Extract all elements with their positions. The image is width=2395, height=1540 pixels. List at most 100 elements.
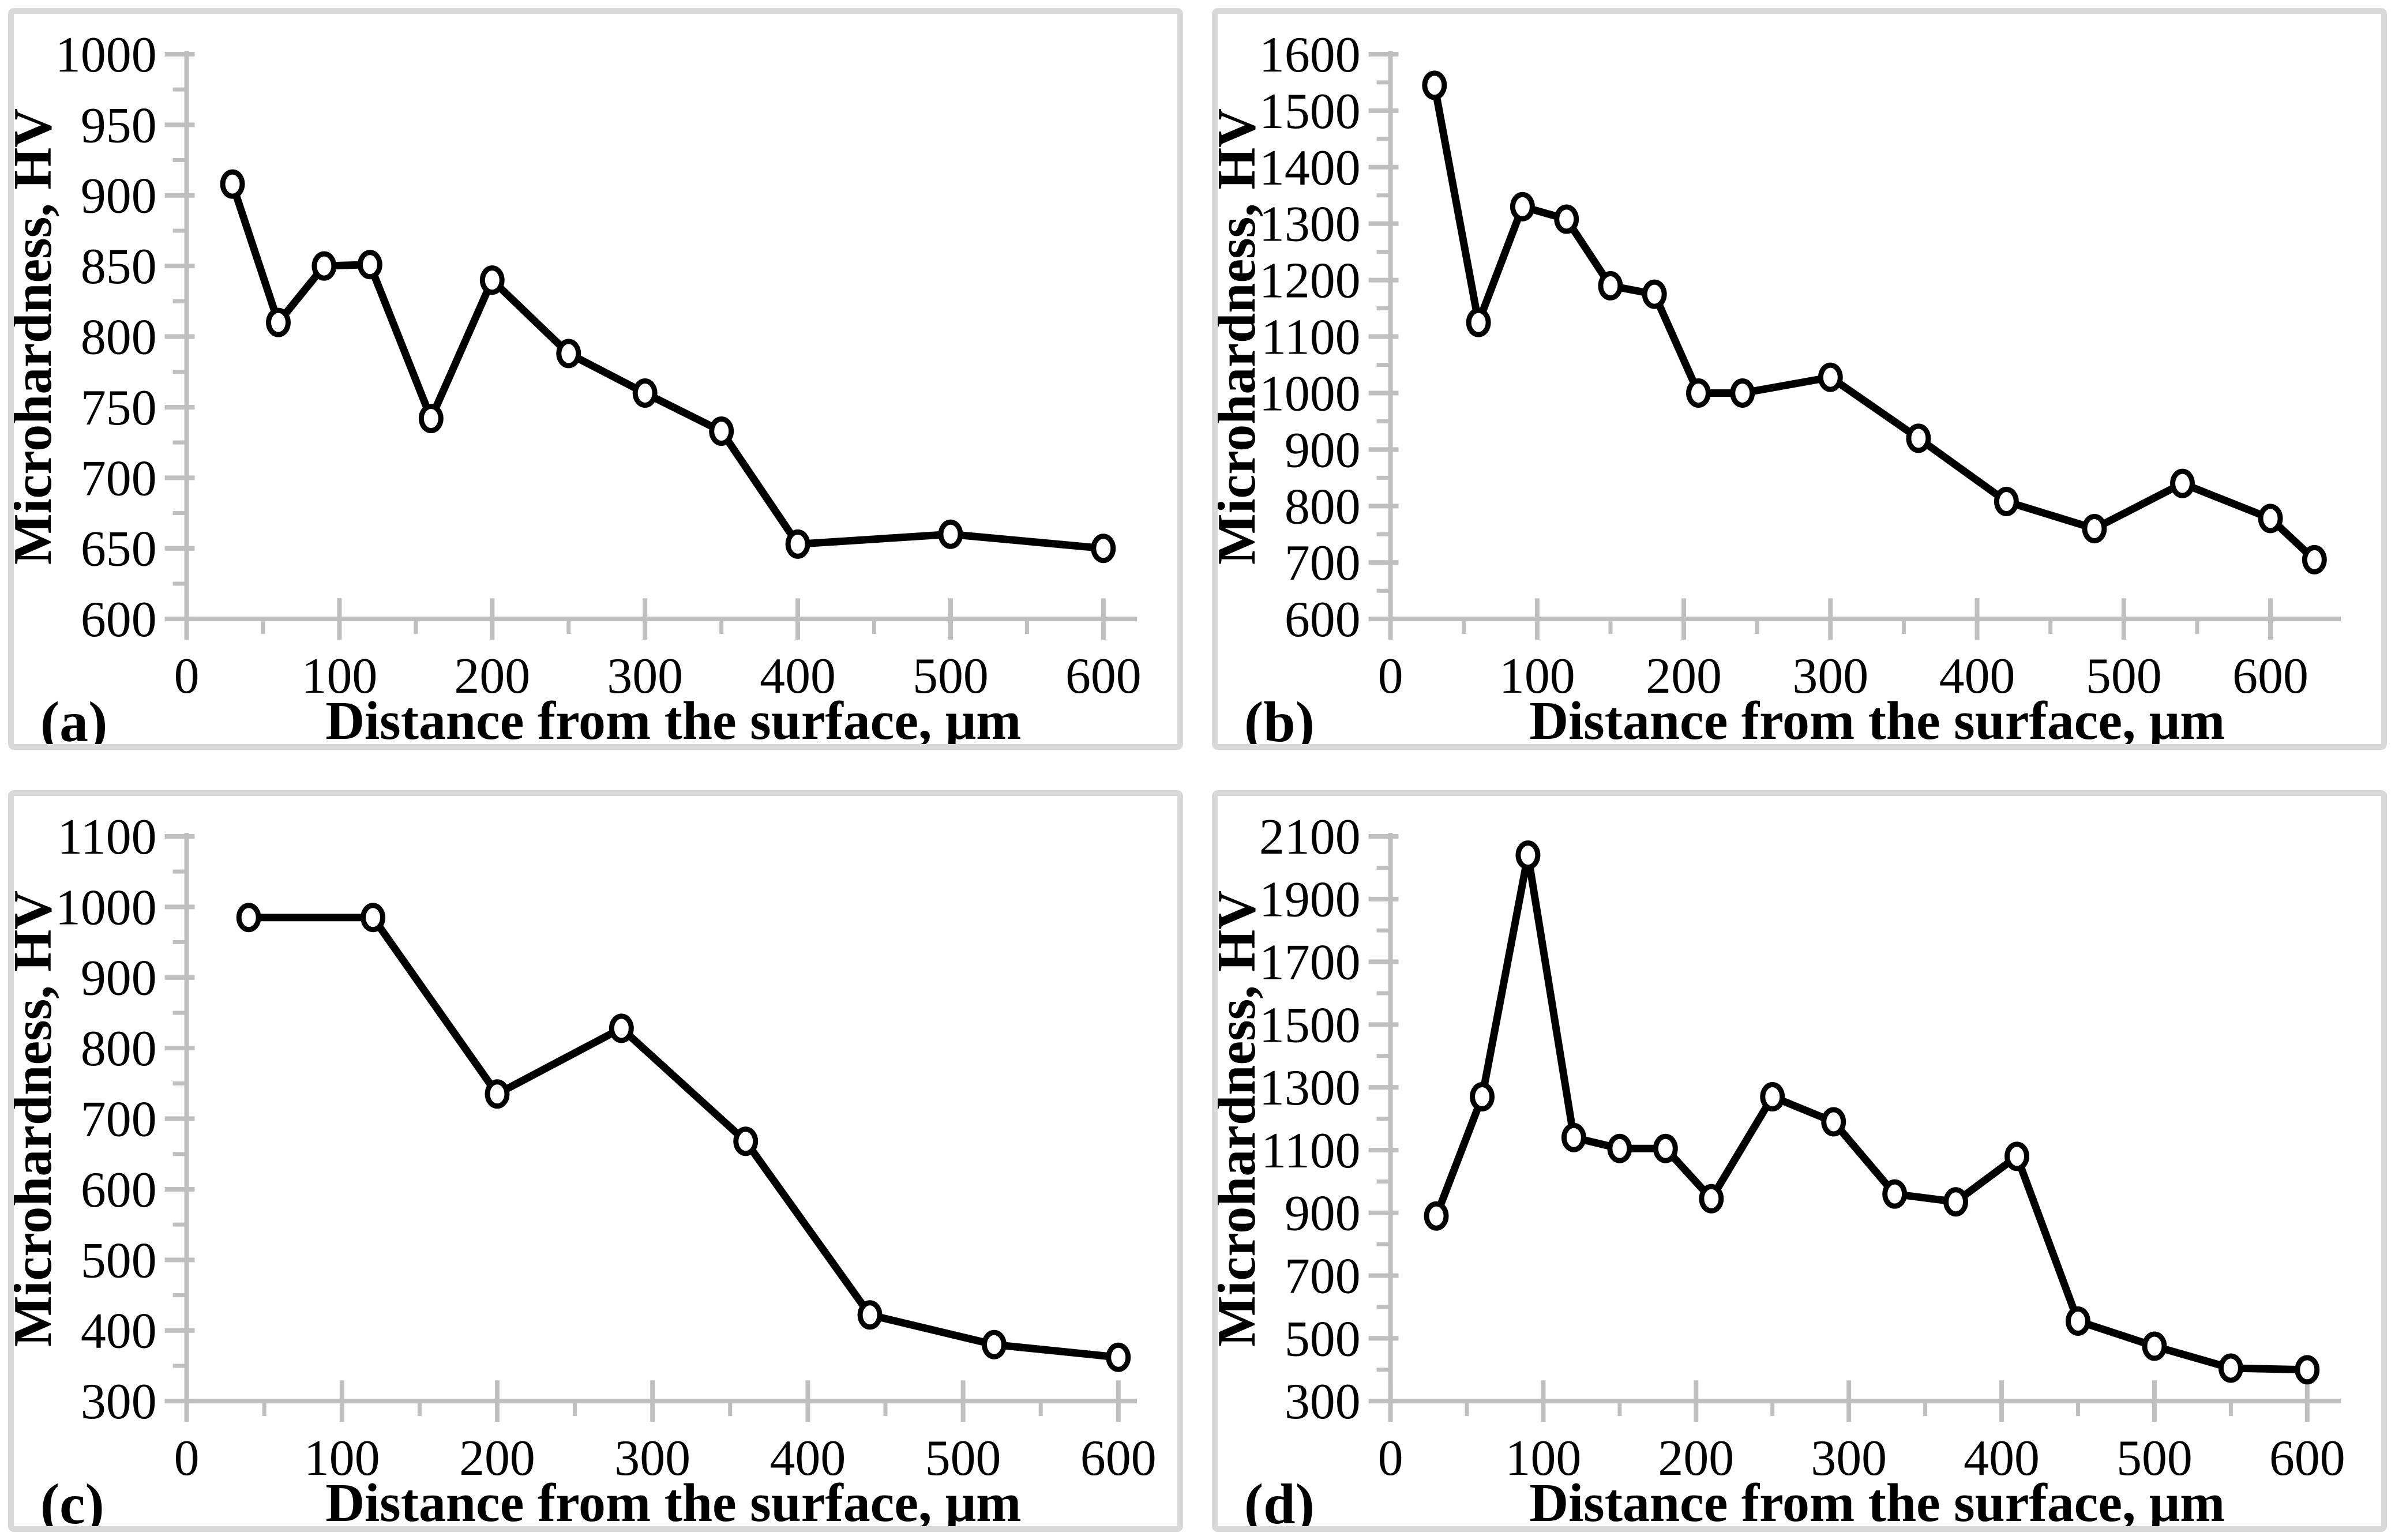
data-point-marker — [1470, 1082, 1495, 1111]
data-point-marker — [1882, 1179, 1908, 1209]
data-point-marker — [982, 1329, 1007, 1359]
panel-letter: (d) — [1244, 1472, 1315, 1526]
y-tick-label: 1200 — [1259, 253, 1361, 309]
y-tick-label: 850 — [81, 239, 157, 295]
y-tick-label: 1100 — [1261, 1123, 1360, 1179]
y-tick-label: 1100 — [1261, 310, 1360, 366]
data-point-marker — [2170, 468, 2195, 498]
x-axis-title: Distance from the surface, μm — [1529, 691, 2225, 744]
y-tick-label: 800 — [81, 310, 157, 366]
data-point-marker — [2218, 1353, 2243, 1383]
x-tick-label: 300 — [614, 1430, 690, 1486]
data-point-marker — [361, 903, 386, 933]
panel-c: 300 400 500 600 700 800 900 1000 1100 0 100 200 300 4… — [8, 790, 1183, 1532]
data-point-marker — [785, 529, 810, 559]
y-tick-label: 1000 — [55, 880, 157, 936]
y-tick-label: 1000 — [1259, 366, 1361, 422]
data-point-marker — [2004, 1141, 2030, 1171]
data-point-marker — [266, 307, 291, 337]
x-tick-label: 500 — [913, 648, 989, 704]
data-point-marker — [1422, 70, 1447, 100]
data-point-marker — [485, 1079, 510, 1109]
y-axis-title: Microhardness, HV — [1218, 891, 1267, 1347]
data-point-marker — [1730, 378, 1755, 408]
data-point-marker — [632, 378, 658, 408]
y-tick-label: 700 — [81, 450, 157, 506]
x-axis-title: Distance from the surface, μm — [1529, 1473, 2225, 1526]
data-point-marker — [1607, 1133, 1632, 1163]
x-tick-label: 100 — [302, 648, 378, 704]
x-tick-label: 600 — [1065, 648, 1142, 704]
x-axis-title: Distance from the surface, μm — [325, 691, 1021, 744]
data-point-marker — [1653, 1133, 1678, 1163]
data-point-marker — [609, 1013, 634, 1043]
chart-c: 300 400 500 600 700 800 900 1000 1100 0 100 200 300 4… — [14, 809, 1157, 1526]
series-line — [228, 180, 1108, 553]
data-point-marker — [1906, 423, 1931, 453]
x-tick-label: 100 — [1506, 1430, 1582, 1486]
data-point-marker — [1943, 1187, 1969, 1217]
data-point-marker — [2082, 514, 2107, 543]
x-tick-label: 500 — [925, 1430, 1001, 1486]
y-tick-label: 300 — [81, 1374, 157, 1430]
x-tick-label: 500 — [2116, 1430, 2193, 1486]
data-point-marker — [1466, 307, 1491, 337]
y-tick-label: 1500 — [1259, 997, 1361, 1053]
y-tick-label: 1300 — [1259, 1060, 1361, 1116]
data-point-marker — [938, 519, 963, 549]
x-tick-label: 300 — [1811, 1430, 1887, 1486]
y-tick-label: 1100 — [57, 809, 156, 865]
y-tick-label: 900 — [1285, 422, 1361, 478]
data-point-marker — [556, 339, 581, 369]
y-tick-label: 600 — [81, 1162, 157, 1218]
data-point-marker — [1994, 487, 2019, 517]
series-line — [1432, 851, 2311, 1374]
y-tick-label: 600 — [1285, 592, 1361, 648]
x-tick-label: 100 — [1499, 648, 1575, 704]
chart-b: 6007008009001000110012001300140015001600… — [1218, 27, 2341, 744]
x-tick-label: 200 — [1646, 648, 1722, 704]
y-tick-label: 950 — [81, 97, 157, 153]
y-tick-label: 300 — [1285, 1374, 1361, 1430]
panel-d: 300 500 700 900 1100 1300 1500 1700 1900 2100 0 100… — [1212, 790, 2387, 1532]
x-tick-label: 400 — [1964, 1430, 2040, 1486]
data-point-marker — [857, 1300, 883, 1330]
y-tick-label: 700 — [1285, 1249, 1361, 1305]
x-axis-title: Distance from the surface, μm — [325, 1473, 1021, 1526]
y-axis-title: Microhardness, HV — [14, 108, 63, 565]
data-point-marker — [1515, 840, 1541, 870]
y-tick-label: 1900 — [1259, 872, 1361, 928]
panel-letter: (c) — [40, 1472, 104, 1526]
data-point-marker — [2295, 1355, 2320, 1385]
y-tick-label: 800 — [1285, 479, 1361, 535]
data-point-marker — [479, 265, 505, 295]
y-tick-label: 1500 — [1259, 84, 1361, 140]
x-tick-label: 300 — [607, 648, 683, 704]
y-tick-label: 900 — [81, 168, 157, 224]
data-point-marker — [1642, 279, 1667, 309]
y-tick-label: 750 — [81, 380, 157, 436]
y-tick-label: 1400 — [1259, 140, 1361, 196]
x-tick-label: 100 — [304, 1430, 380, 1486]
data-point-marker — [1685, 378, 1711, 408]
x-tick-label: 0 — [1378, 1430, 1403, 1486]
x-tick-label: 600 — [1080, 1430, 1157, 1486]
chart-a: 600 650 700 750 800 850 900 950 1000 0 100 200 300 40… — [14, 27, 1142, 744]
data-point-marker — [2258, 504, 2283, 534]
x-tick-label: 0 — [174, 648, 200, 704]
x-tick-label: 600 — [2232, 648, 2308, 704]
x-tick-label: 200 — [459, 1430, 535, 1486]
data-point-marker — [733, 1126, 759, 1156]
y-tick-label: 500 — [81, 1233, 157, 1289]
data-point-marker — [311, 251, 337, 281]
data-point-marker — [1510, 191, 1535, 221]
y-tick-label: 700 — [1285, 535, 1361, 591]
data-point-marker — [1554, 204, 1579, 234]
data-point-marker — [220, 169, 245, 199]
chart-d: 300 500 700 900 1100 1300 1500 1700 1900 2100 0 100… — [1218, 809, 2345, 1526]
panel-a: 600 650 700 750 800 850 900 950 1000 0 100 200 300 40… — [8, 8, 1183, 750]
x-tick-label: 500 — [2086, 648, 2162, 704]
data-point-marker — [2302, 544, 2327, 574]
x-tick-label: 400 — [760, 648, 836, 704]
y-tick-label: 400 — [81, 1304, 157, 1359]
